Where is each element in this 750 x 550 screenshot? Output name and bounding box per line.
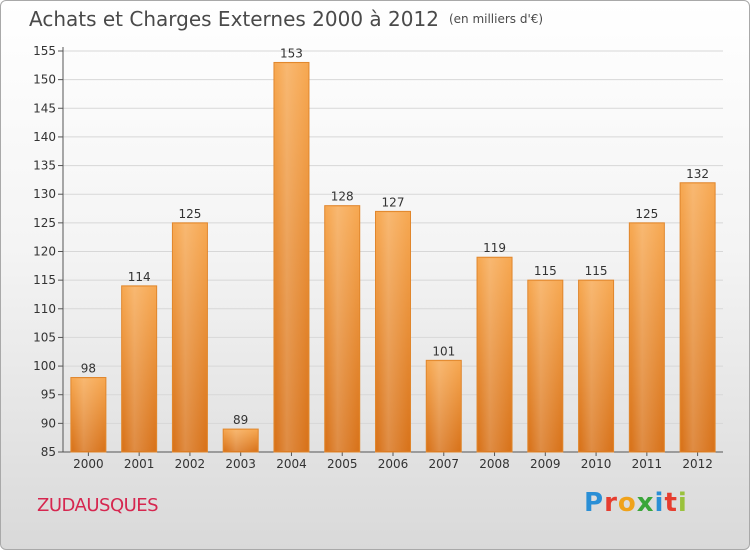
bar-highlight	[631, 223, 663, 451]
y-tick-label: 135	[33, 159, 56, 173]
brand-letter: t	[664, 488, 678, 518]
bar-highlight	[580, 281, 612, 451]
bar-highlight	[225, 430, 257, 451]
x-tick-label: 2012	[682, 457, 713, 471]
bar-highlight	[428, 361, 460, 451]
x-tick-label: 2010	[581, 457, 612, 471]
x-tick-label: 2004	[276, 457, 307, 471]
y-tick-label: 85	[41, 445, 56, 459]
y-tick-label: 150	[33, 73, 56, 87]
brand-logo: Proxiti	[584, 488, 688, 518]
y-tick-label: 110	[33, 302, 56, 316]
data-label: 115	[585, 264, 608, 278]
data-label: 114	[128, 270, 151, 284]
data-label: 98	[81, 362, 96, 376]
data-label: 115	[534, 264, 557, 278]
data-label: 127	[382, 195, 405, 209]
brand-letter: i	[654, 488, 665, 518]
x-tick-label: 2001	[124, 457, 155, 471]
x-tick-label: 2000	[73, 457, 104, 471]
bar-highlight	[682, 183, 714, 451]
x-tick-label: 2003	[225, 457, 256, 471]
brand-letter: i	[677, 488, 688, 518]
bar-highlight	[326, 206, 358, 451]
data-label: 153	[280, 46, 303, 60]
labels: 85 90 95 100 105 110 115 120 125 130 135 140 145 150 1…	[33, 44, 713, 471]
x-tick-label: 2007	[428, 457, 459, 471]
y-tick-label: 155	[33, 44, 56, 58]
data-label: 89	[233, 413, 248, 427]
x-tick-label: 2006	[378, 457, 409, 471]
data-label: 125	[635, 207, 658, 221]
y-tick-label: 105	[33, 330, 56, 344]
bar-highlight	[123, 286, 155, 451]
y-tick-label: 145	[33, 101, 56, 115]
x-tick-label: 2008	[479, 457, 510, 471]
location-name: ZUDAUSQUES	[37, 495, 159, 516]
x-tick-label: 2009	[530, 457, 561, 471]
brand-letter: o	[617, 488, 637, 518]
x-tick-label: 2002	[175, 457, 206, 471]
y-tick-label: 120	[33, 245, 56, 259]
data-label: 125	[178, 207, 201, 221]
x-tick-label: 2011	[632, 457, 663, 471]
y-tick-label: 140	[33, 130, 56, 144]
chart-title: Achats et Charges Externes 2000 à 2012 (e…	[29, 7, 543, 31]
y-tick-label: 130	[33, 187, 56, 201]
data-label: 128	[331, 190, 354, 204]
bars	[70, 61, 716, 453]
brand-letter: P	[584, 488, 605, 518]
bar-highlight	[275, 63, 307, 451]
brand-letter: r	[604, 488, 618, 518]
y-tick-label: 100	[33, 359, 56, 373]
bar-highlight	[72, 378, 104, 451]
y-tick-label: 115	[33, 273, 56, 287]
x-tick-label: 2005	[327, 457, 358, 471]
bar-highlight	[479, 258, 511, 451]
y-tick-label: 90	[41, 416, 56, 430]
data-label: 132	[686, 167, 709, 181]
bar-highlight	[174, 223, 206, 451]
brand-letter: x	[636, 488, 655, 518]
bar-highlight	[377, 212, 409, 451]
chart-title-text: Achats et Charges Externes 2000 à 2012	[29, 7, 439, 31]
chart-unit: (en milliers d'€)	[448, 12, 544, 26]
y-tick-label: 95	[41, 388, 56, 402]
y-tick-label: 125	[33, 216, 56, 230]
bar-highlight	[529, 281, 561, 451]
data-label: 119	[483, 241, 506, 255]
data-label: 101	[432, 344, 455, 358]
